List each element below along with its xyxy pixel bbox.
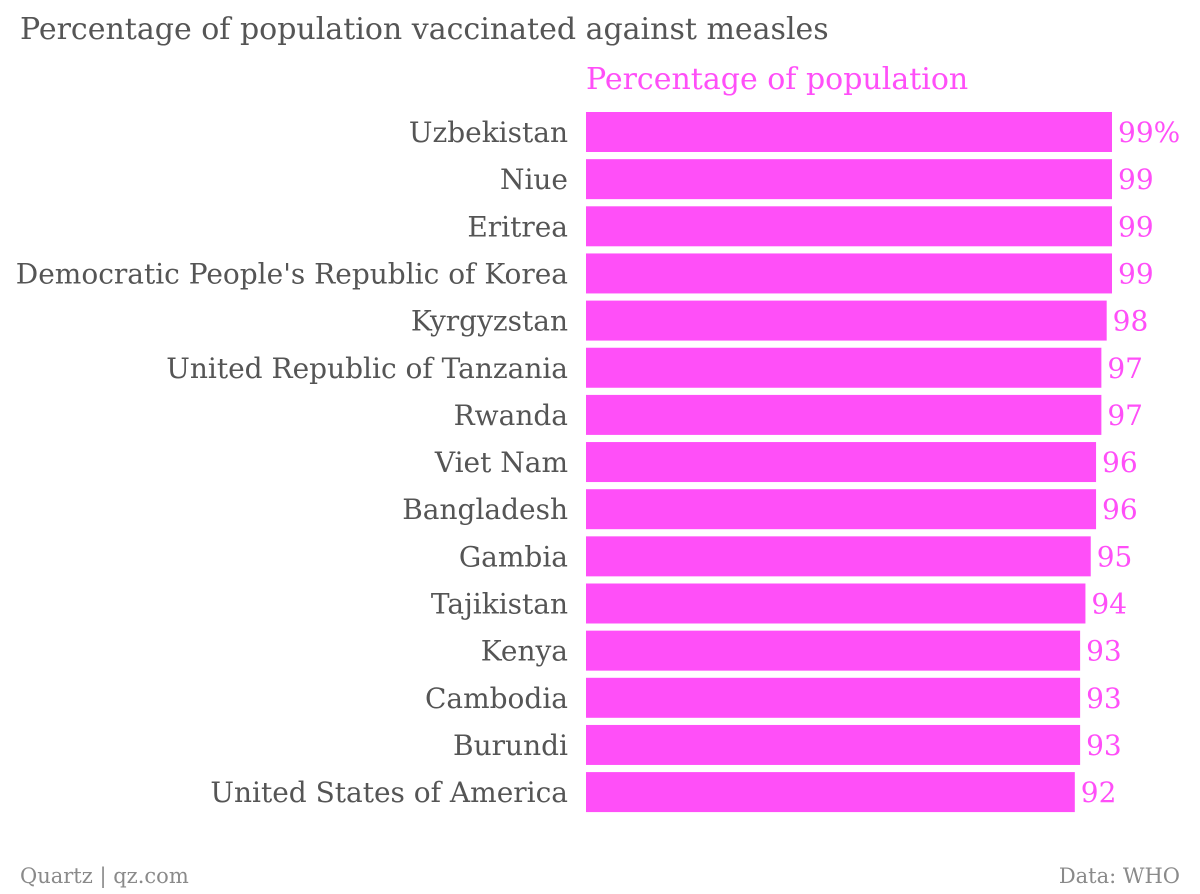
category-label: Gambia <box>459 540 568 573</box>
category-label: United Republic of Tanzania <box>166 352 568 385</box>
bar <box>586 206 1112 247</box>
category-label: Niue <box>500 163 568 196</box>
category-label: Viet Nam <box>434 446 568 479</box>
value-label: 96 <box>1102 446 1138 479</box>
bar <box>586 347 1102 388</box>
bar <box>586 159 1112 200</box>
bar <box>586 300 1107 341</box>
value-label: 95 <box>1097 540 1133 573</box>
category-label: Democratic People's Republic of Korea <box>16 257 568 290</box>
bar <box>586 442 1097 483</box>
value-label: 99 <box>1118 210 1154 243</box>
value-label: 99 <box>1118 163 1154 196</box>
value-label: 99% <box>1118 116 1180 149</box>
category-label: Rwanda <box>454 399 568 432</box>
chart-title: Percentage of population vaccinated agai… <box>20 12 829 47</box>
category-label: Eritrea <box>467 210 568 243</box>
category-label: Tajikistan <box>431 588 568 621</box>
category-label: Burundi <box>453 729 568 762</box>
category-label: Kenya <box>481 635 568 668</box>
value-label: 93 <box>1086 682 1122 715</box>
value-label: 92 <box>1081 776 1117 809</box>
bar <box>586 772 1075 813</box>
value-label: 94 <box>1091 588 1127 621</box>
value-label: 99 <box>1118 257 1154 290</box>
category-label: Kyrgyzstan <box>411 305 568 338</box>
value-label: 93 <box>1086 635 1122 668</box>
footer-credit: Quartz | qz.com <box>20 864 189 888</box>
bar <box>586 630 1081 671</box>
value-label: 96 <box>1102 493 1138 526</box>
series-legend-label: Percentage of population <box>586 62 969 97</box>
bar <box>586 724 1081 765</box>
category-label: Uzbekistan <box>409 116 568 149</box>
bar <box>586 583 1086 624</box>
bar <box>586 112 1112 152</box>
value-label: 93 <box>1086 729 1122 762</box>
bar <box>586 489 1097 530</box>
bar <box>586 536 1091 577</box>
value-label: 98 <box>1113 305 1149 338</box>
value-label: 97 <box>1107 352 1143 385</box>
value-label: 97 <box>1107 399 1143 432</box>
footer-source: Data: WHO <box>1058 864 1180 888</box>
category-label: United States of America <box>210 776 568 809</box>
category-label: Bangladesh <box>402 493 568 526</box>
bar <box>586 394 1102 435</box>
bar <box>586 677 1081 718</box>
category-label: Cambodia <box>425 682 568 715</box>
bar <box>586 253 1112 294</box>
